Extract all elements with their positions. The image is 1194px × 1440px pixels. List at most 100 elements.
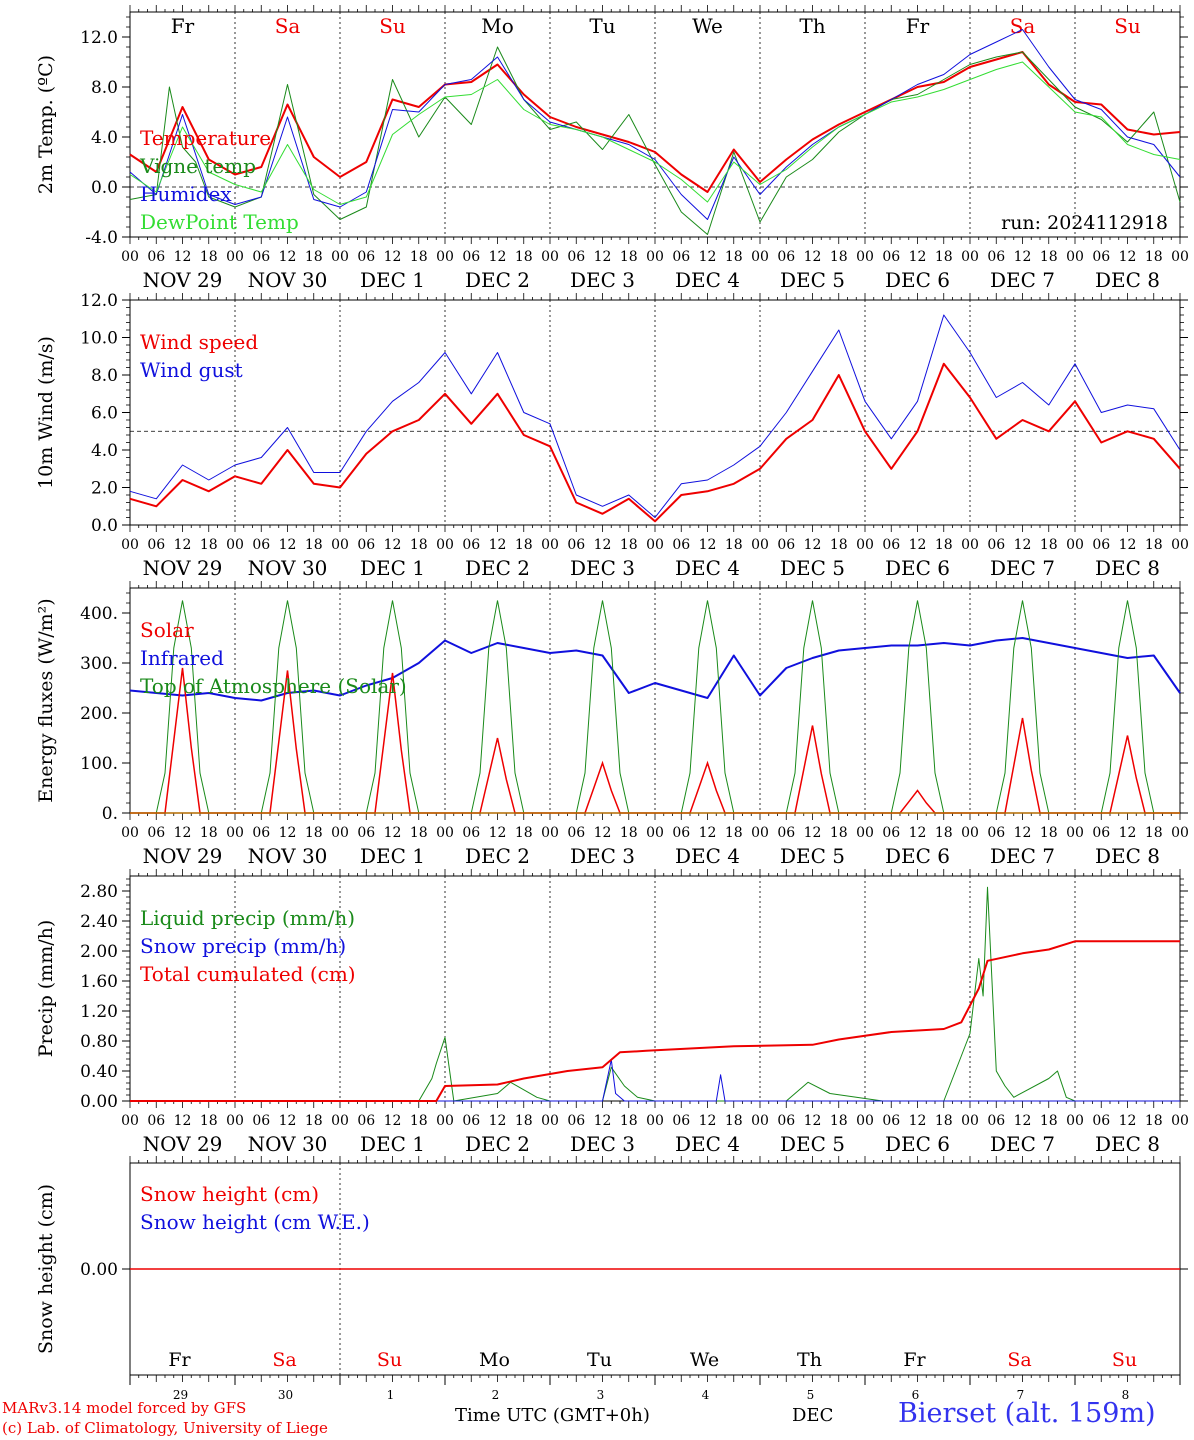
snow-day-number: 1 [387, 1388, 395, 1402]
energy-date-label: DEC 7 [990, 844, 1055, 868]
precip-hour-label: 06 [462, 1113, 480, 1129]
energy-hour-label: 00 [856, 825, 874, 841]
temp-legend-item: Humidex [140, 182, 232, 206]
energy-hour-label: 06 [672, 825, 690, 841]
precip-ytick-label: 0.40 [80, 1062, 118, 1082]
wind-hour-label: 06 [987, 537, 1005, 553]
weekday-label: Mo [481, 14, 514, 38]
wind-hour-label: 06 [567, 537, 585, 553]
energy-ytick-label: 0. [102, 804, 118, 824]
temp-hour-label: 06 [567, 249, 585, 265]
temp-date-label: DEC 1 [360, 268, 425, 292]
precip-date-label: DEC 6 [885, 1132, 950, 1156]
energy-hour-label: 00 [751, 825, 769, 841]
precip-legend-item: Snow precip (mm/h) [140, 934, 346, 958]
energy-hour-label: 00 [541, 825, 559, 841]
precip-ytick-label: 2.40 [80, 912, 118, 932]
snow-legend-item: Snow height (cm W.E.) [140, 1210, 370, 1234]
precip-hour-label: 00 [961, 1113, 979, 1129]
snow-legend-item: Snow height (cm) [140, 1182, 319, 1206]
wind-hour-label: 00 [226, 537, 244, 553]
precip-hour-label: 06 [987, 1113, 1005, 1129]
temp-hour-label: 18 [1145, 249, 1163, 265]
temp-hour-label: 06 [147, 249, 165, 265]
run-label: run: 2024112918 [1001, 212, 1168, 234]
month-label: DEC [792, 1405, 834, 1426]
energy-hour-label: 00 [331, 825, 349, 841]
wind-hour-label: 18 [725, 537, 743, 553]
snow-weekday-label: Mo [479, 1349, 510, 1371]
energy-hour-label: 06 [882, 825, 900, 841]
precip-hour-label: 12 [699, 1113, 717, 1129]
wind-hour-label: 12 [489, 537, 507, 553]
energy-ytick-label: 100. [80, 754, 118, 774]
temp-hour-label: 00 [436, 249, 454, 265]
energy-legend-item: Top of Atmosphere (Solar) [140, 674, 407, 698]
wind-hour-label: 12 [909, 537, 927, 553]
station-label: Bierset (alt. 159m) [898, 1398, 1156, 1429]
temp-hour-label: 00 [541, 249, 559, 265]
energy-hour-label: 18 [515, 825, 533, 841]
temp-hour-label: 06 [1092, 249, 1110, 265]
temp-hour-label: 00 [226, 249, 244, 265]
energy-hour-label: 12 [1014, 825, 1032, 841]
wind-hour-label: 12 [699, 537, 717, 553]
temp-hour-label: 12 [909, 249, 927, 265]
temp-date-label: DEC 4 [675, 268, 740, 292]
temp-hour-label: 06 [777, 249, 795, 265]
wind-date-label: DEC 2 [465, 556, 530, 580]
temp-hour-label: 00 [121, 249, 139, 265]
wind-hour-label: 06 [672, 537, 690, 553]
wind-hour-label: 12 [1014, 537, 1032, 553]
precip-hour-label: 12 [489, 1113, 507, 1129]
precip-hour-label: 06 [777, 1113, 795, 1129]
energy-hour-label: 00 [226, 825, 244, 841]
precip-hour-label: 00 [226, 1113, 244, 1129]
precip-hour-label: 12 [279, 1113, 297, 1129]
wind-hour-label: 12 [174, 537, 192, 553]
wind-date-label: NOV 30 [248, 556, 328, 580]
temp-hour-label: 12 [1119, 249, 1137, 265]
precip-date-label: DEC 5 [780, 1132, 845, 1156]
snow-weekday-label: We [690, 1349, 719, 1371]
energy-hour-label: 12 [384, 825, 402, 841]
precip-hour-label: 12 [594, 1113, 612, 1129]
snow-day-number: 30 [278, 1388, 293, 1402]
temp-date-label: DEC 8 [1095, 268, 1160, 292]
wind-ytick-label: 10.0 [80, 329, 118, 349]
snow-day-number: 8 [1122, 1388, 1130, 1402]
precip-date-label: DEC 7 [990, 1132, 1055, 1156]
precip-hour-label: 18 [1145, 1113, 1163, 1129]
temp-legend-item: Vigne temp [139, 154, 256, 178]
weekday-label: Th [799, 14, 825, 38]
temp-hour-label: 00 [1171, 249, 1189, 265]
energy-hour-label: 18 [1040, 825, 1058, 841]
wind-series-wind-gust [129, 314, 1181, 518]
wind-hour-label: 12 [384, 537, 402, 553]
snow-day-number: 3 [597, 1388, 605, 1402]
wind-hour-label: 12 [594, 537, 612, 553]
temp-hour-label: 00 [331, 249, 349, 265]
energy-hour-label: 00 [646, 825, 664, 841]
temp-hour-label: 00 [646, 249, 664, 265]
temp-ytick-label: 12.0 [80, 28, 118, 48]
wind-date-label: NOV 29 [143, 556, 223, 580]
energy-hour-label: 00 [961, 825, 979, 841]
temp-hour-label: 00 [961, 249, 979, 265]
temp-ytick-label: 8.0 [91, 78, 118, 98]
energy-hour-label: 18 [410, 825, 428, 841]
energy-date-label: DEC 1 [360, 844, 425, 868]
wind-hour-label: 18 [305, 537, 323, 553]
wind-ytick-label: 12.0 [80, 291, 118, 311]
energy-hour-label: 06 [357, 825, 375, 841]
snow-weekday-label: Sa [1007, 1349, 1031, 1371]
temp-hour-label: 18 [200, 249, 218, 265]
wind-date-label: DEC 3 [570, 556, 635, 580]
temp-hour-label: 18 [935, 249, 953, 265]
precip-ytick-label: 0.80 [80, 1032, 118, 1052]
snow-weekday-label: Su [1112, 1349, 1137, 1371]
precip-hour-label: 18 [410, 1113, 428, 1129]
temp-date-label: DEC 7 [990, 268, 1055, 292]
precip-hour-label: 12 [1014, 1113, 1032, 1129]
temp-ylabel: 2m Temp. (ºC) [35, 55, 57, 194]
